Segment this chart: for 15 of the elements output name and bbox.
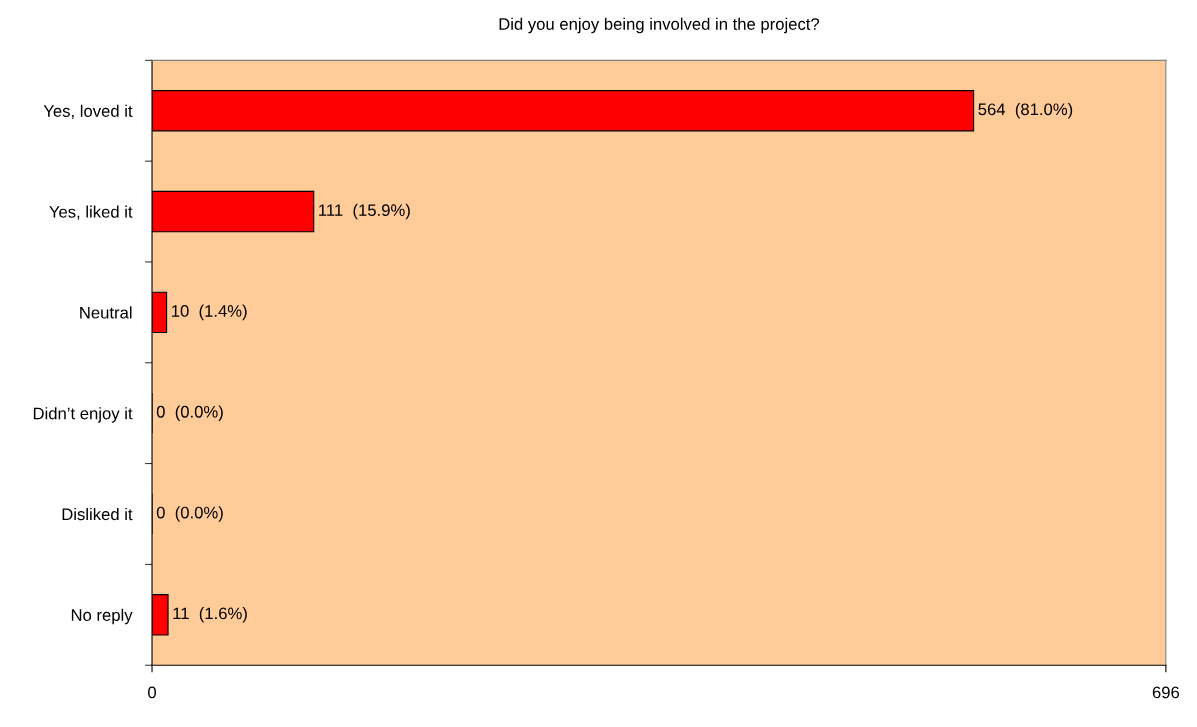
data-label: 0 (0.0%)	[156, 405, 223, 421]
y-tick-label: Yes, liked it	[49, 205, 133, 220]
y-tick-label: Disliked it	[62, 507, 133, 521]
chart-title: Did you enjoy being involved in the project?	[499, 17, 820, 34]
data-label: 111 (15.9%)	[319, 203, 410, 220]
data-label: 11 (1.6%)	[173, 607, 247, 623]
y-tick-label: Didn’t enjoy it	[33, 407, 133, 423]
x-tick-label: 0	[148, 686, 156, 699]
x-tick-label: 696	[1152, 686, 1180, 699]
y-tick-label: Neutral	[80, 306, 132, 319]
data-label: 0 (0.0%)	[156, 506, 223, 522]
y-tick-label: Yes, loved it	[43, 104, 133, 119]
data-label: 564 (81.0%)	[978, 102, 1073, 119]
y-tick-label: No reply	[71, 608, 133, 625]
data-label: 10 (1.4%)	[172, 304, 247, 321]
